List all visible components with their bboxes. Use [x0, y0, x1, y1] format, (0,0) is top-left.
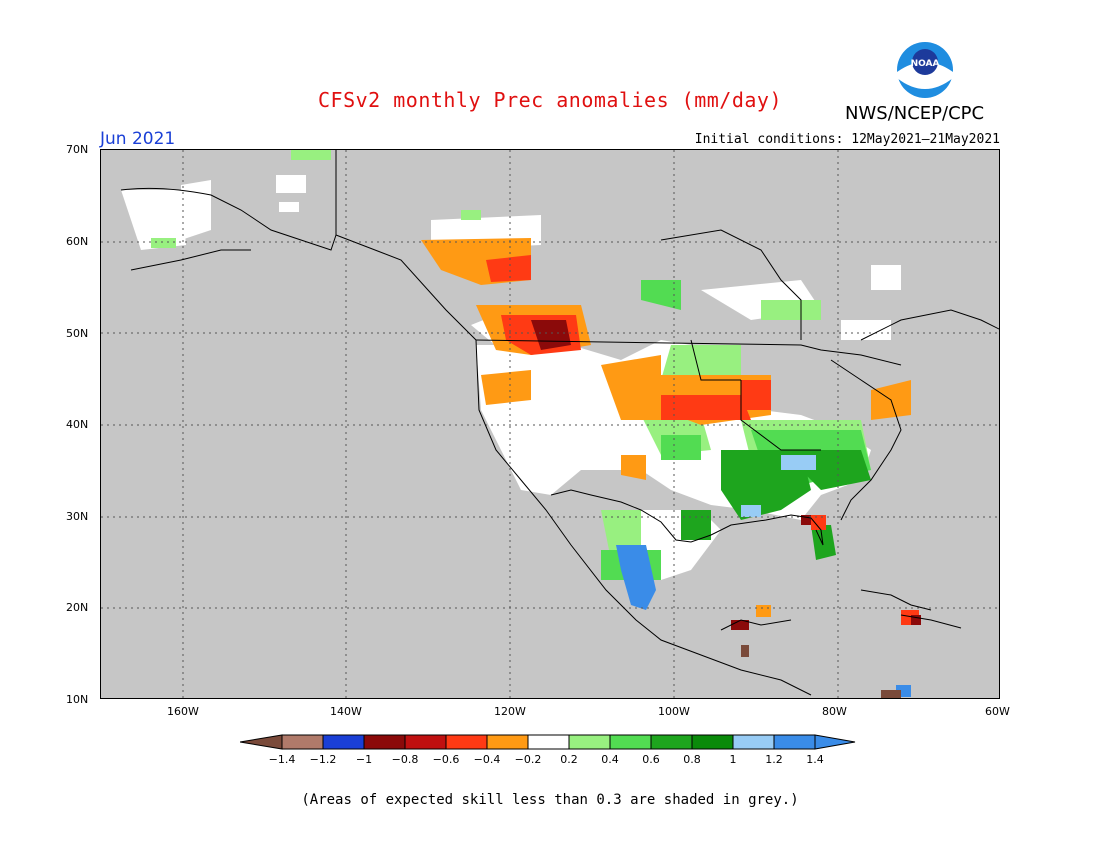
very-wet-areas: [741, 455, 816, 517]
colorbar: −1.4 −1.2 −1 −0.8 −0.6 −0.4 −0.2 0.2 0.4 0.6 0.8 1 1…: [239, 733, 862, 773]
lat-tick-label: 30N: [66, 510, 89, 523]
colorbar-label: 0.2: [560, 753, 578, 766]
colorbar-swatch: [363, 734, 406, 750]
colorbar-label: 1.4: [806, 753, 824, 766]
lat-tick-label: 20N: [66, 601, 89, 614]
extreme-dry-areas: [531, 320, 921, 630]
colorbar-swatch: [404, 734, 447, 750]
coastlines: [120, 150, 999, 696]
lat-tick-label: 60N: [66, 235, 89, 248]
colorbar-swatch: [609, 734, 652, 750]
colorbar-low-arrow: [239, 734, 283, 750]
lon-tick-label: 120W: [494, 705, 526, 718]
colorbar-swatch: [650, 734, 693, 750]
colorbar-high-arrow: [814, 734, 856, 750]
colorbar-svg: −1.4 −1.2 −1 −0.8 −0.6 −0.4 −0.2 0.2 0.4 0.6 0.8 1 1…: [239, 734, 856, 766]
colorbar-label: −1.4: [269, 753, 296, 766]
lat-tick-label: 40N: [66, 418, 89, 431]
lon-tick-label: 100W: [658, 705, 690, 718]
logo-text: NOAA: [911, 59, 940, 69]
colorbar-swatch: [691, 734, 734, 750]
graticule: [101, 150, 999, 698]
lon-tick-label: 160W: [167, 705, 199, 718]
chart-title: CFSv2 monthly Prec anomalies (mm/day): [317, 88, 783, 112]
colorbar-label: 0.4: [601, 753, 619, 766]
noaa-logo: NOAA: [893, 38, 957, 102]
brown-areas: [741, 645, 901, 698]
colorbar-swatch: [281, 734, 324, 750]
lon-tick-label: 140W: [330, 705, 362, 718]
colorbar-label: −0.4: [474, 753, 501, 766]
colorbar-label: 1.2: [765, 753, 783, 766]
lon-tick-label: 60W: [985, 705, 1010, 718]
lat-tick-label: 10N: [66, 693, 89, 706]
colorbar-label: −0.6: [433, 753, 460, 766]
map-svg: [101, 150, 999, 698]
lat-tick-label: 50N: [66, 327, 89, 340]
colorbar-swatch: [568, 734, 611, 750]
colorbar-swatch: [527, 734, 570, 750]
colorbar-swatch: [445, 734, 488, 750]
organization-label: NWS/NCEP/CPC: [845, 103, 985, 124]
footnote: (Areas of expected skill less than 0.3 a…: [301, 792, 799, 808]
colorbar-swatch: [773, 734, 816, 750]
lon-tick-label: 80W: [822, 705, 847, 718]
colorbar-label: 0.6: [642, 753, 660, 766]
colorbar-label: −1: [356, 753, 372, 766]
forecast-month: Jun 2021: [100, 129, 176, 149]
colorbar-label: 0.8: [683, 753, 701, 766]
forecast-map: [100, 149, 1000, 699]
colorbar-label: −0.8: [392, 753, 419, 766]
colorbar-label: −1.2: [310, 753, 337, 766]
lat-tick-label: 70N: [66, 143, 89, 156]
colorbar-swatch: [322, 734, 365, 750]
colorbar-swatch: [732, 734, 775, 750]
colorbar-label: −0.2: [515, 753, 542, 766]
initial-conditions: Initial conditions: 12May2021–21May2021: [694, 132, 1000, 147]
colorbar-label: 1: [730, 753, 737, 766]
colorbar-swatch: [486, 734, 529, 750]
